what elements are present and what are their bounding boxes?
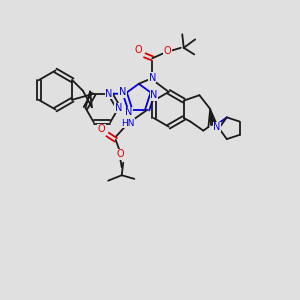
Text: O: O	[164, 46, 171, 56]
Text: N: N	[105, 89, 112, 99]
Polygon shape	[210, 109, 217, 125]
Text: N: N	[125, 107, 133, 117]
Text: HN: HN	[121, 119, 134, 128]
Text: N: N	[119, 87, 126, 97]
Text: N: N	[148, 73, 156, 83]
Text: N: N	[115, 103, 122, 113]
Text: O: O	[116, 149, 124, 159]
Text: N: N	[213, 122, 220, 132]
Text: O: O	[98, 124, 105, 134]
Text: N: N	[150, 90, 158, 100]
Text: O: O	[135, 45, 142, 55]
